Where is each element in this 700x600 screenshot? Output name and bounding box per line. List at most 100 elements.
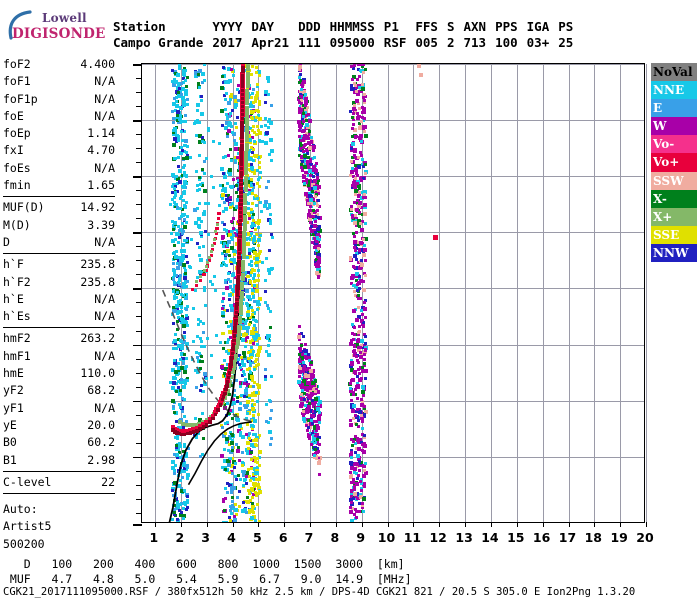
legend-item-x[interactable]: X- [651, 189, 697, 208]
noise-band-4 [308, 146, 312, 151]
noise-band-5 [349, 452, 354, 457]
noise-band-1 [185, 84, 188, 88]
noise-band-4b [311, 388, 315, 392]
noise-band-5 [352, 104, 356, 108]
muf-distance-scale: D 100 200 400 600 800 1000 1500 3000 [km… [3, 557, 412, 586]
o-trace-shadow-point [235, 302, 239, 306]
legend-item-e[interactable]: E [651, 99, 697, 118]
legend-item-vo[interactable]: Vo- [651, 135, 697, 154]
noise-band-4 [302, 117, 307, 121]
x-tick-12 [439, 522, 441, 527]
noise-band-5 [356, 367, 360, 371]
noise-band-3 [257, 161, 261, 164]
noise-band-5 [356, 496, 361, 501]
ionogram-plot[interactable]: 90080070060050040030020080 [133, 63, 647, 527]
x-trace-point [239, 294, 244, 299]
noise-band-1 [176, 299, 181, 304]
noise-band-4b [298, 367, 302, 371]
noise-band-5 [364, 172, 368, 176]
noise-band-1 [184, 68, 187, 72]
legend-item-ssw[interactable]: SSW [651, 171, 697, 190]
noise-band-1 [182, 70, 186, 74]
scattered-echo [260, 261, 264, 265]
noise-band-2 [227, 352, 230, 356]
noise-band-3 [256, 383, 260, 387]
noise-band-4 [303, 110, 307, 114]
noise-band-3 [255, 465, 259, 469]
noise-band-5 [353, 156, 357, 160]
x-trace-point [244, 154, 249, 159]
doppler-legend[interactable]: NoVal NNE E W Vo- Vo+ SSW X- X+ SSE NNW [651, 63, 697, 263]
noise-band-3 [257, 362, 261, 366]
noise-band-5 [363, 237, 368, 242]
legend-item-sse[interactable]: SSE [651, 225, 697, 244]
noise-band-1 [185, 473, 190, 478]
gridline-h-500 [142, 288, 644, 290]
noise-band-4b [306, 354, 310, 358]
noise-band-1 [181, 461, 186, 466]
noise-band-5 [349, 257, 353, 261]
noise-band-1 [171, 262, 175, 266]
noise-band-1 [172, 252, 176, 256]
x-tick-4 [232, 522, 234, 527]
noise-band-5 [355, 271, 359, 276]
noise-band-5 [353, 219, 357, 223]
noise-band-5 [360, 258, 364, 262]
noise-band-4b [298, 375, 302, 379]
noise-band-3 [254, 437, 259, 442]
noise-band-1 [180, 357, 185, 362]
noise-band-1 [184, 156, 189, 161]
o-trace-shadow-point [216, 408, 220, 412]
y-tick-200 [133, 456, 142, 459]
noise-band-3 [251, 247, 255, 250]
noise-band-3 [249, 281, 253, 285]
noise-band-3 [245, 312, 250, 317]
param-value: N/A [94, 160, 115, 175]
noise-band-1 [182, 321, 187, 326]
noise-band-1 [183, 398, 187, 401]
noise-band-2 [227, 115, 231, 118]
noise-band-3 [244, 448, 249, 452]
noise-band-1 [173, 295, 177, 299]
noise-band-3 [254, 478, 258, 482]
noise-band-3 [256, 352, 261, 357]
noise-band-4b [314, 451, 318, 455]
legend-item-vo[interactable]: Vo+ [651, 153, 697, 172]
legend-item-x[interactable]: X+ [651, 207, 697, 226]
legend-item-noval[interactable]: NoVal [651, 63, 697, 82]
noise-band-5 [362, 189, 367, 194]
o-trace-shadow-point [239, 186, 243, 190]
noise-band-5 [353, 87, 357, 91]
noise-band-4b [301, 379, 306, 383]
scattered-echo [188, 266, 192, 270]
noise-band-2 [233, 462, 237, 466]
noise-band-5 [357, 510, 361, 514]
o-trace-shadow-point [239, 166, 244, 171]
param-value: N/A [94, 91, 115, 106]
noise-band-5 [359, 489, 363, 492]
scattered-echo [189, 155, 193, 159]
noise-band-5 [352, 349, 356, 353]
noise-band-5 [357, 260, 360, 264]
noise-band-5 [358, 176, 362, 180]
legend-item-nnw[interactable]: NNW [651, 243, 697, 263]
legend-item-w[interactable]: W [651, 117, 697, 136]
noise-band-4 [301, 117, 305, 121]
noise-band-2 [224, 197, 229, 202]
param-row-c-level: C-level 22 [3, 474, 115, 491]
o-trace-shadow-point [237, 247, 242, 251]
noise-band-5 [353, 192, 357, 196]
noise-band-2 [235, 204, 240, 209]
noise-band-5 [362, 203, 367, 207]
noise-band-1 [181, 128, 185, 132]
noise-band-1 [184, 182, 188, 186]
legend-item-nne[interactable]: NNE [651, 81, 697, 100]
noise-band-2 [226, 101, 231, 106]
noise-band-1 [174, 464, 178, 467]
noise-band-1 [175, 347, 179, 351]
noise-band-5 [358, 200, 362, 205]
y-tick-600 [133, 232, 142, 234]
noise-band-2 [248, 303, 252, 307]
noise-band-3 [252, 234, 256, 238]
x-label-3: 3 [201, 530, 210, 545]
